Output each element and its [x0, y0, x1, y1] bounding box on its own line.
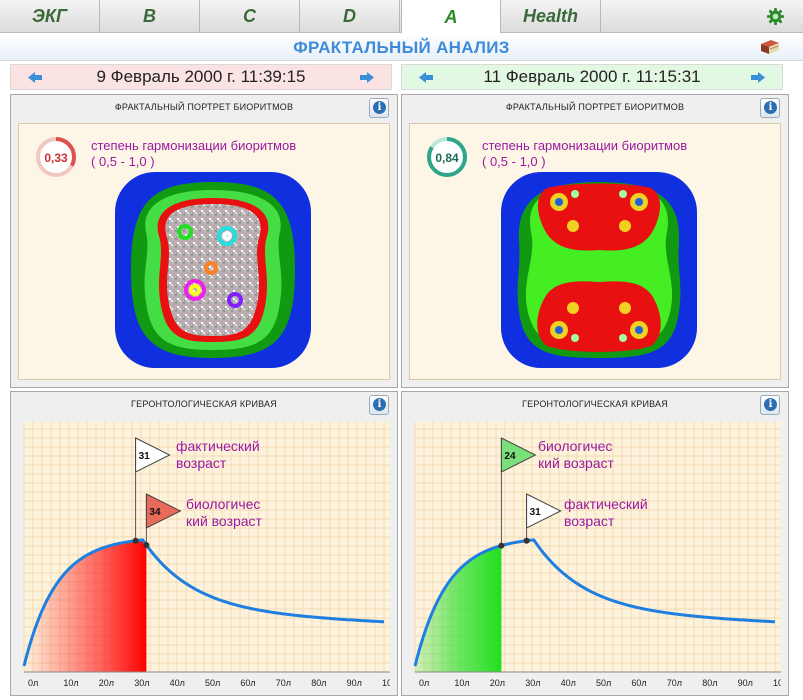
x-tick-label: 40л — [170, 678, 185, 688]
arrow-right-icon[interactable] — [359, 71, 375, 84]
fractal-portrait-image — [501, 172, 697, 368]
bio-age-label-2: кий возраст — [538, 455, 614, 471]
x-tick-label: 70л — [276, 678, 291, 688]
left-date-bar: 9 Февраль 2000 г. 11:39:15 — [10, 64, 392, 90]
x-tick-label: 70л — [667, 678, 682, 688]
harmony-label: степень гармонизации биоритмов — [91, 138, 297, 153]
age-shaded-area — [415, 545, 502, 672]
factual-age-label: фактический — [564, 496, 648, 512]
fractal-view: 0,84 степень гармонизации биоритмов ( 0,… — [409, 123, 781, 380]
x-tick-label: 20л — [490, 678, 505, 688]
left-fractal-panel: ФРАКТАЛЬНЫЙ ПОРТРЕТ БИОРИТМОВ i 0,33 сте… — [10, 94, 398, 388]
bio-age-value: 34 — [149, 507, 161, 518]
harmony-range: ( 0,5 - 1,0 ) — [482, 154, 546, 169]
panel-title: ФРАКТАЛЬНЫЙ ПОРТРЕТ БИОРИТМОВ — [114, 102, 294, 112]
age-shaded-area — [24, 539, 147, 672]
x-tick-label: 30л — [134, 678, 149, 688]
factual-age-value: 31 — [530, 507, 542, 518]
x-tick-label: 90л — [738, 678, 753, 688]
x-tick-label: 60л — [631, 678, 646, 688]
arrow-left-icon[interactable] — [27, 71, 43, 84]
x-tick-label: 80л — [311, 678, 326, 688]
panel-title: ФРАКТАЛЬНЫЙ ПОРТРЕТ БИОРИТМОВ — [505, 102, 685, 112]
right-date: 11 Февраль 2000 г. 11:15:31 — [483, 67, 701, 86]
harmony-value: 0,84 — [435, 151, 459, 165]
page-title: ФРАКТАЛЬНЫЙ АНАЛИЗ — [293, 38, 510, 57]
tab-bar: ЭКГ B C D A Health — [0, 0, 803, 34]
arrow-left-icon[interactable] — [418, 71, 434, 84]
tab-a[interactable]: A — [401, 0, 501, 34]
gerontology-curve: 0л 10л 20л 30л 40л 50л 60л 70л 80л 90л 100л 24 31 — [413, 422, 781, 688]
bio-age-flag — [500, 437, 537, 473]
book-icon[interactable] — [759, 38, 781, 56]
bio-age-label-2: кий возраст — [186, 513, 262, 529]
info-icon[interactable]: i — [760, 98, 780, 118]
x-tick-label: 0л — [419, 678, 429, 688]
bio-age-flag — [145, 493, 182, 529]
factual-age-label-2: возраст — [176, 455, 227, 471]
factual-age-value: 31 — [139, 451, 151, 462]
x-tick-label: 90л — [347, 678, 362, 688]
bio-age-label: биологичес — [186, 496, 261, 512]
tab-ekg[interactable]: ЭКГ — [0, 0, 100, 33]
fractal-view: 0,33 степень гармонизации биоритмов ( 0,… — [18, 123, 390, 380]
x-tick-label: 10л — [63, 678, 78, 688]
x-tick-label: 30л — [525, 678, 540, 688]
tab-c[interactable]: C — [200, 0, 300, 33]
info-icon[interactable]: i — [369, 98, 389, 118]
right-gerontology-panel: ГЕРОНТОЛОГИЧЕСКАЯ КРИВАЯ i 0л 10л 20л 30л 40… — [401, 391, 789, 696]
factual-age-flag — [135, 437, 171, 473]
panel-title: ГЕРОНТОЛОГИЧЕСКАЯ КРИВАЯ — [522, 399, 668, 409]
tab-health[interactable]: Health — [501, 0, 601, 33]
harmony-label: степень гармонизации биоритмов — [482, 138, 688, 153]
x-tick-label: 60л — [240, 678, 255, 688]
gear-icon[interactable] — [766, 7, 785, 26]
harmony-value: 0,33 — [44, 151, 68, 165]
fractal-portrait-image — [115, 172, 311, 368]
tab-d[interactable]: D — [300, 0, 400, 33]
tab-b[interactable]: B — [100, 0, 200, 33]
x-tick-label: 100л — [773, 678, 781, 688]
harmony-gauge: 0,84 — [427, 137, 467, 177]
x-tick-label: 20л — [99, 678, 114, 688]
bio-age-point — [143, 542, 150, 549]
x-tick-label: 0л — [28, 678, 38, 688]
factual-age-point — [132, 537, 139, 544]
right-date-bar: 11 Февраль 2000 г. 11:15:31 — [401, 64, 783, 90]
panel-title: ГЕРОНТОЛОГИЧЕСКАЯ КРИВАЯ — [131, 399, 277, 409]
harmony-range: ( 0,5 - 1,0 ) — [91, 154, 155, 169]
factual-age-label-2: возраст — [564, 513, 615, 529]
left-date: 9 Февраль 2000 г. 11:39:15 — [96, 67, 306, 86]
arrow-right-icon[interactable] — [750, 71, 766, 84]
x-tick-label: 80л — [702, 678, 717, 688]
info-icon[interactable]: i — [760, 395, 780, 415]
gerontology-curve: 0л 10л 20л 30л 40л 50л 60л 70л 80л 90л 100л 31 34 — [22, 422, 390, 688]
bio-age-point — [498, 542, 505, 549]
x-tick-label: 50л — [205, 678, 220, 688]
x-tick-label: 40л — [561, 678, 576, 688]
bio-age-value: 24 — [504, 451, 516, 462]
factual-age-flag — [526, 493, 562, 529]
right-fractal-panel: ФРАКТАЛЬНЫЙ ПОРТРЕТ БИОРИТМОВ i 0,84 сте… — [401, 94, 789, 388]
title-bar: ФРАКТАЛЬНЫЙ АНАЛИЗ — [0, 33, 803, 61]
factual-age-label: фактический — [176, 438, 260, 454]
gerontology-curve-line — [22, 538, 385, 667]
harmony-gauge: 0,33 — [36, 137, 76, 177]
x-tick-label: 100л — [382, 678, 390, 688]
factual-age-point — [523, 537, 530, 544]
gerontology-curve-line — [413, 538, 776, 667]
left-gerontology-panel: ГЕРОНТОЛОГИЧЕСКАЯ КРИВАЯ i 0л 10л 20л 30л 40… — [10, 391, 398, 696]
info-icon[interactable]: i — [369, 395, 389, 415]
bio-age-label: биологичес — [538, 438, 613, 454]
x-tick-label: 10л — [454, 678, 469, 688]
x-tick-label: 50л — [596, 678, 611, 688]
